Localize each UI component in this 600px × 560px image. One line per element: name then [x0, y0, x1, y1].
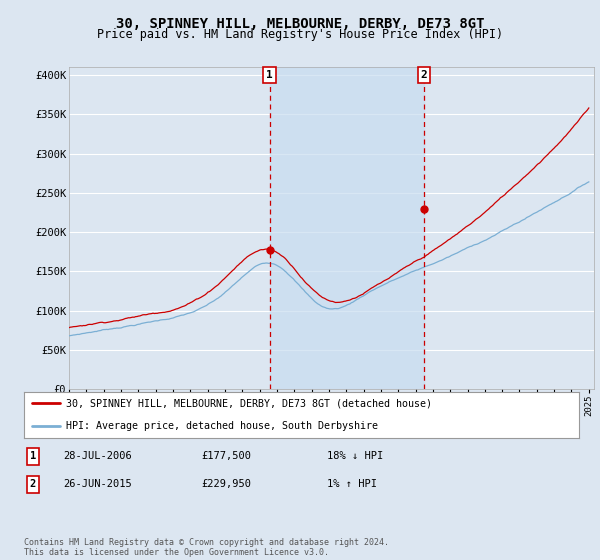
Text: 30, SPINNEY HILL, MELBOURNE, DERBY, DE73 8GT (detached house): 30, SPINNEY HILL, MELBOURNE, DERBY, DE73…: [65, 399, 431, 408]
Text: HPI: Average price, detached house, South Derbyshire: HPI: Average price, detached house, Sout…: [65, 422, 377, 431]
Text: 30, SPINNEY HILL, MELBOURNE, DERBY, DE73 8GT: 30, SPINNEY HILL, MELBOURNE, DERBY, DE73…: [116, 17, 484, 31]
Text: 1% ↑ HPI: 1% ↑ HPI: [327, 479, 377, 489]
Text: 28-JUL-2006: 28-JUL-2006: [63, 451, 132, 461]
Text: 1: 1: [30, 451, 36, 461]
Text: £229,950: £229,950: [201, 479, 251, 489]
Text: 2: 2: [421, 70, 428, 80]
Text: Price paid vs. HM Land Registry's House Price Index (HPI): Price paid vs. HM Land Registry's House …: [97, 28, 503, 41]
Text: 1: 1: [266, 70, 273, 80]
Text: 18% ↓ HPI: 18% ↓ HPI: [327, 451, 383, 461]
Text: 2: 2: [30, 479, 36, 489]
Text: 26-JUN-2015: 26-JUN-2015: [63, 479, 132, 489]
Bar: [269, 67, 424, 389]
Text: Contains HM Land Registry data © Crown copyright and database right 2024.
This d: Contains HM Land Registry data © Crown c…: [24, 538, 389, 557]
Text: £177,500: £177,500: [201, 451, 251, 461]
